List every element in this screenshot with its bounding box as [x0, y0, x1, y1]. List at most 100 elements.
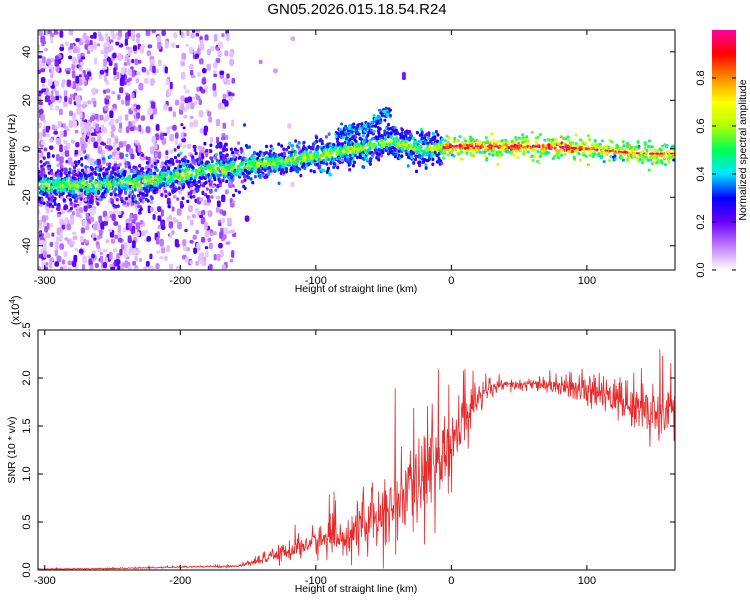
- spectrogram-cell: [224, 148, 228, 152]
- spectrogram-cell: [392, 137, 396, 141]
- spectrogram-cell: [42, 162, 46, 167]
- spectrogram-cell: [622, 144, 626, 148]
- spectrogram-cell: [79, 157, 83, 161]
- spectrogram-cell: [472, 154, 476, 158]
- spectrogram-cell: [74, 172, 78, 177]
- spectrogram-cell: [107, 180, 111, 185]
- spectrogram-cell: [222, 122, 227, 129]
- spectrogram-cell: [57, 120, 62, 128]
- spectrogram-cell: [195, 30, 200, 33]
- spectrogram-cell: [102, 262, 108, 269]
- spectrogram-cell: [229, 161, 233, 165]
- spectrogram-cell: [141, 153, 145, 157]
- spectrogram-cell: [189, 177, 193, 181]
- spectrogram-cell: [38, 209, 41, 215]
- spectrogram-cell: [173, 32, 178, 39]
- spectrogram-cell: [183, 133, 187, 137]
- spectrogram-cell: [151, 30, 156, 34]
- spectrogram-cell: [38, 123, 42, 129]
- spectrogram-cell: [51, 124, 56, 131]
- spectrogram-cell: [38, 197, 42, 201]
- spectrogram-cell: [227, 175, 231, 180]
- spectrogram-cell: [86, 187, 90, 191]
- spectrogram-cell: [431, 162, 435, 166]
- spectrogram-cell: [171, 178, 175, 183]
- spectrogram-cell: [230, 169, 234, 173]
- spectrogram-cell: [337, 142, 341, 146]
- spectrogram-cell: [207, 237, 212, 242]
- spectrogram-cell: [214, 188, 218, 192]
- spectrogram-cell: [111, 170, 115, 175]
- spectrogram-cell: [57, 202, 61, 207]
- spectrogram-cell: [97, 248, 102, 252]
- spectrogram-cell: [190, 173, 194, 178]
- spectrogram-cell: [80, 227, 85, 234]
- spectrogram-cell: [643, 146, 647, 150]
- spectrogram-cell: [221, 194, 226, 203]
- spectrogram-cell: [254, 170, 258, 174]
- spectrogram-cell: [168, 192, 172, 197]
- spectrogram-cell: [418, 160, 422, 164]
- spectrogram-cell: [150, 78, 155, 86]
- spectrogram-cell: [80, 72, 84, 80]
- spectrogram-cell: [406, 164, 410, 168]
- spectrogram-cell: [87, 138, 91, 144]
- spectrogram-cell: [516, 155, 520, 159]
- spectrogram-cell: [68, 167, 72, 171]
- spectrogram-cell: [281, 164, 285, 169]
- spectrogram-cell: [291, 156, 295, 160]
- spectrogram-cell: [225, 153, 229, 157]
- spectrogram-cell: [71, 70, 76, 79]
- spectrogram-cell: [237, 190, 241, 194]
- spectrogram-cell: [38, 44, 41, 51]
- spectrogram-cell: [159, 164, 163, 169]
- spectrogram-cell: [117, 237, 123, 243]
- spectrogram-cell: [227, 230, 231, 234]
- spectrogram-cell: [345, 139, 349, 144]
- spectrogram-cell: [56, 255, 62, 263]
- spectrogram-cell: [63, 187, 67, 191]
- spectrogram-cell: [229, 50, 234, 58]
- spectrogram-cell: [238, 167, 242, 172]
- spectrogram-cell: [160, 193, 164, 197]
- spectrogram-cell: [102, 248, 108, 253]
- spectrogram-cell: [224, 100, 229, 107]
- spectrogram-cell: [391, 125, 395, 130]
- spectrogram-cell: [64, 168, 68, 172]
- spectrogram-cell: [58, 183, 62, 188]
- spectrogram-cell: [570, 141, 574, 145]
- spectrogram-cell: [457, 152, 461, 156]
- spectrogram-cell: [171, 42, 176, 48]
- spectrogram-cell: [199, 171, 203, 176]
- spectrogram-cell: [97, 43, 101, 47]
- spectrogram-cell: [649, 158, 653, 162]
- spectrogram-cell: [85, 74, 89, 81]
- spectrogram-cell: [115, 183, 119, 187]
- spectrogram-cell: [136, 201, 140, 205]
- spectrogram-cell: [275, 161, 279, 166]
- spectrogram-cell: [116, 210, 122, 216]
- spectrogram-cell: [436, 133, 440, 137]
- spectrogram-cell: [366, 151, 370, 156]
- spectrogram-cell: [339, 151, 343, 155]
- spectrogram-cell: [351, 163, 355, 168]
- spectrogram-cell: [91, 167, 95, 172]
- spectrogram-cell: [175, 159, 179, 164]
- spectrogram-cell: [138, 257, 143, 263]
- spectrogram-cell: [40, 35, 46, 44]
- spectrogram-cell: [177, 182, 181, 186]
- spectrogram-cell: [244, 215, 250, 222]
- snr-ylabel: SNR (10 * v/v): [6, 416, 18, 483]
- spectrogram-cell: [46, 254, 51, 258]
- spectrogram-cell: [40, 170, 44, 174]
- spectrogram-cell: [190, 171, 194, 175]
- spectrogram-cell: [244, 143, 248, 148]
- spectrogram-cell: [225, 241, 231, 245]
- spectrogram-cell: [222, 210, 227, 216]
- spectrogram-cell: [201, 210, 206, 216]
- spectrogram-cell: [138, 191, 142, 195]
- spectrogram-cell: [140, 115, 146, 121]
- x-tick-label: -200: [169, 575, 191, 587]
- spectrogram-cell: [73, 169, 77, 173]
- spectrogram-cell: [93, 237, 97, 241]
